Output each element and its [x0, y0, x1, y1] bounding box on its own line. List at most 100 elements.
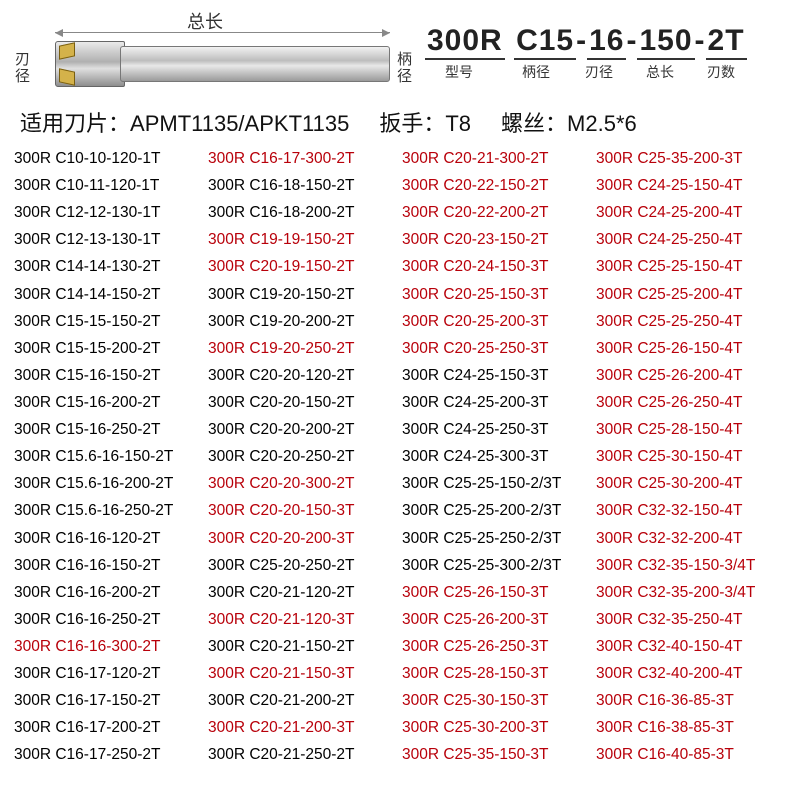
header: 总长 刃径 柄径 300R C15-16-150-2T 型号柄径刃径总长刃数	[0, 0, 800, 102]
model-number: 300R C20-21-250-2T	[208, 742, 398, 767]
model-number: 300R C25-25-250-4T	[596, 309, 786, 334]
model-segment: 16	[587, 24, 626, 60]
insert-value: APMT1135/APKT1135	[130, 111, 349, 136]
model-number: 300R C19-20-150-2T	[208, 282, 398, 307]
model-segment: 150	[637, 24, 694, 60]
model-number: 300R C25-26-250-4T	[596, 390, 786, 415]
model-number: 300R C20-21-200-2T	[208, 688, 398, 713]
model-number: 300R C10-11-120-1T	[14, 173, 204, 198]
model-segment-label: 柄径	[511, 62, 561, 82]
model-number: 300R C20-20-200-3T	[208, 526, 398, 551]
model-number: 300R C32-40-200-4T	[596, 661, 786, 686]
shank-diameter-label: 柄径	[397, 52, 412, 85]
model-number: 300R C25-25-150-4T	[596, 254, 786, 279]
model-number: 300R C15-16-150-2T	[14, 363, 204, 388]
model-number: 300R C15.6-16-200-2T	[14, 471, 204, 496]
model-number: 300R C25-30-200-3T	[402, 715, 592, 740]
model-segment: C15	[514, 24, 576, 60]
model-number: 300R C20-23-150-2T	[402, 227, 592, 252]
model-number: 300R C24-25-150-3T	[402, 363, 592, 388]
model-code-labels: 型号柄径刃径总长刃数	[425, 62, 785, 82]
model-number: 300R C16-16-150-2T	[14, 553, 204, 578]
model-number: 300R C16-18-200-2T	[208, 200, 398, 225]
model-number: 300R C25-26-200-3T	[402, 607, 592, 632]
model-number: 300R C16-36-85-3T	[596, 688, 786, 713]
model-segment-label: 型号	[425, 62, 493, 82]
model-code-main: 300R C15-16-150-2T	[425, 24, 785, 60]
model-number: 300R C20-20-150-2T	[208, 390, 398, 415]
model-number: 300R C16-17-250-2T	[14, 742, 204, 767]
model-number: 300R C20-20-150-3T	[208, 498, 398, 523]
model-number: 300R C15.6-16-150-2T	[14, 444, 204, 469]
model-number: 300R C16-16-120-2T	[14, 526, 204, 551]
model-number: 300R C20-21-120-3T	[208, 607, 398, 632]
model-list-grid: 300R C10-10-120-1T300R C16-17-300-2T300R…	[0, 146, 800, 778]
model-number: 300R C15-16-200-2T	[14, 390, 204, 415]
model-number: 300R C20-20-120-2T	[208, 363, 398, 388]
model-number: 300R C25-20-250-2T	[208, 553, 398, 578]
model-number: 300R C24-25-250-3T	[402, 417, 592, 442]
model-segment: 2T	[706, 24, 747, 60]
model-number: 300R C16-17-200-2T	[14, 715, 204, 740]
dimension-line-icon	[55, 32, 390, 33]
model-segment-label: 刃数	[701, 62, 741, 82]
model-number: 300R C12-13-130-1T	[14, 227, 204, 252]
model-number: 300R C15-15-200-2T	[14, 336, 204, 361]
model-number: 300R C25-26-150-3T	[402, 580, 592, 605]
model-number: 300R C25-35-150-3T	[402, 742, 592, 767]
model-number: 300R C25-26-150-4T	[596, 336, 786, 361]
model-number: 300R C24-25-250-4T	[596, 227, 786, 252]
model-number: 300R C25-28-150-4T	[596, 417, 786, 442]
model-number: 300R C16-17-300-2T	[208, 146, 398, 171]
model-number: 300R C14-14-130-2T	[14, 254, 204, 279]
screw-label: 螺丝：	[501, 111, 567, 136]
model-number: 300R C20-20-300-2T	[208, 471, 398, 496]
edge-diameter-label: 刃径	[15, 52, 30, 85]
model-number: 300R C10-10-120-1T	[14, 146, 204, 171]
tool-shank-icon	[120, 46, 390, 82]
model-number: 300R C24-25-300-3T	[402, 444, 592, 469]
model-number: 300R C16-17-120-2T	[14, 661, 204, 686]
model-number: 300R C32-35-200-3/4T	[596, 580, 786, 605]
model-number: 300R C19-19-150-2T	[208, 227, 398, 252]
model-code-breakdown: 300R C15-16-150-2T 型号柄径刃径总长刃数	[405, 24, 785, 82]
screw-value: M2.5*6	[567, 111, 637, 136]
model-number: 300R C32-35-150-3/4T	[596, 553, 786, 578]
model-number: 300R C16-18-150-2T	[208, 173, 398, 198]
model-number: 300R C20-21-120-2T	[208, 580, 398, 605]
insert-spec: 适用刀片：APMT1135/APKT1135	[20, 106, 349, 138]
model-number: 300R C25-25-300-2/3T	[402, 553, 592, 578]
model-number: 300R C19-20-200-2T	[208, 309, 398, 334]
model-number: 300R C16-16-250-2T	[14, 607, 204, 632]
model-number: 300R C15.6-16-250-2T	[14, 498, 204, 523]
spec-line: 适用刀片：APMT1135/APKT1135 扳手：T8 螺丝：M2.5*6	[0, 102, 800, 146]
model-number: 300R C16-17-150-2T	[14, 688, 204, 713]
model-number: 300R C32-32-150-4T	[596, 498, 786, 523]
model-number: 300R C25-28-150-3T	[402, 661, 592, 686]
insert-label: 适用刀片：	[20, 111, 130, 136]
model-number: 300R C15-16-250-2T	[14, 417, 204, 442]
model-number: 300R C20-19-150-2T	[208, 254, 398, 279]
model-number: 300R C25-25-200-4T	[596, 282, 786, 307]
model-number: 300R C24-25-150-4T	[596, 173, 786, 198]
model-number: 300R C25-25-200-2/3T	[402, 498, 592, 523]
model-number: 300R C14-14-150-2T	[14, 282, 204, 307]
model-number: 300R C16-16-200-2T	[14, 580, 204, 605]
model-number: 300R C20-22-200-2T	[402, 200, 592, 225]
model-number: 300R C20-21-200-3T	[208, 715, 398, 740]
model-number: 300R C25-30-150-4T	[596, 444, 786, 469]
model-number: 300R C20-25-150-3T	[402, 282, 592, 307]
model-number: 300R C12-12-130-1T	[14, 200, 204, 225]
model-number: 300R C25-25-250-2/3T	[402, 526, 592, 551]
model-number: 300R C24-25-200-4T	[596, 200, 786, 225]
model-number: 300R C15-15-150-2T	[14, 309, 204, 334]
model-number: 300R C16-38-85-3T	[596, 715, 786, 740]
model-number: 300R C25-26-250-3T	[402, 634, 592, 659]
wrench-value: T8	[445, 111, 471, 136]
model-number: 300R C32-32-200-4T	[596, 526, 786, 551]
model-number: 300R C20-24-150-3T	[402, 254, 592, 279]
model-number: 300R C25-30-200-4T	[596, 471, 786, 496]
model-number: 300R C25-35-200-3T	[596, 146, 786, 171]
model-segment-label: 刃径	[579, 62, 619, 82]
model-number: 300R C32-35-250-4T	[596, 607, 786, 632]
